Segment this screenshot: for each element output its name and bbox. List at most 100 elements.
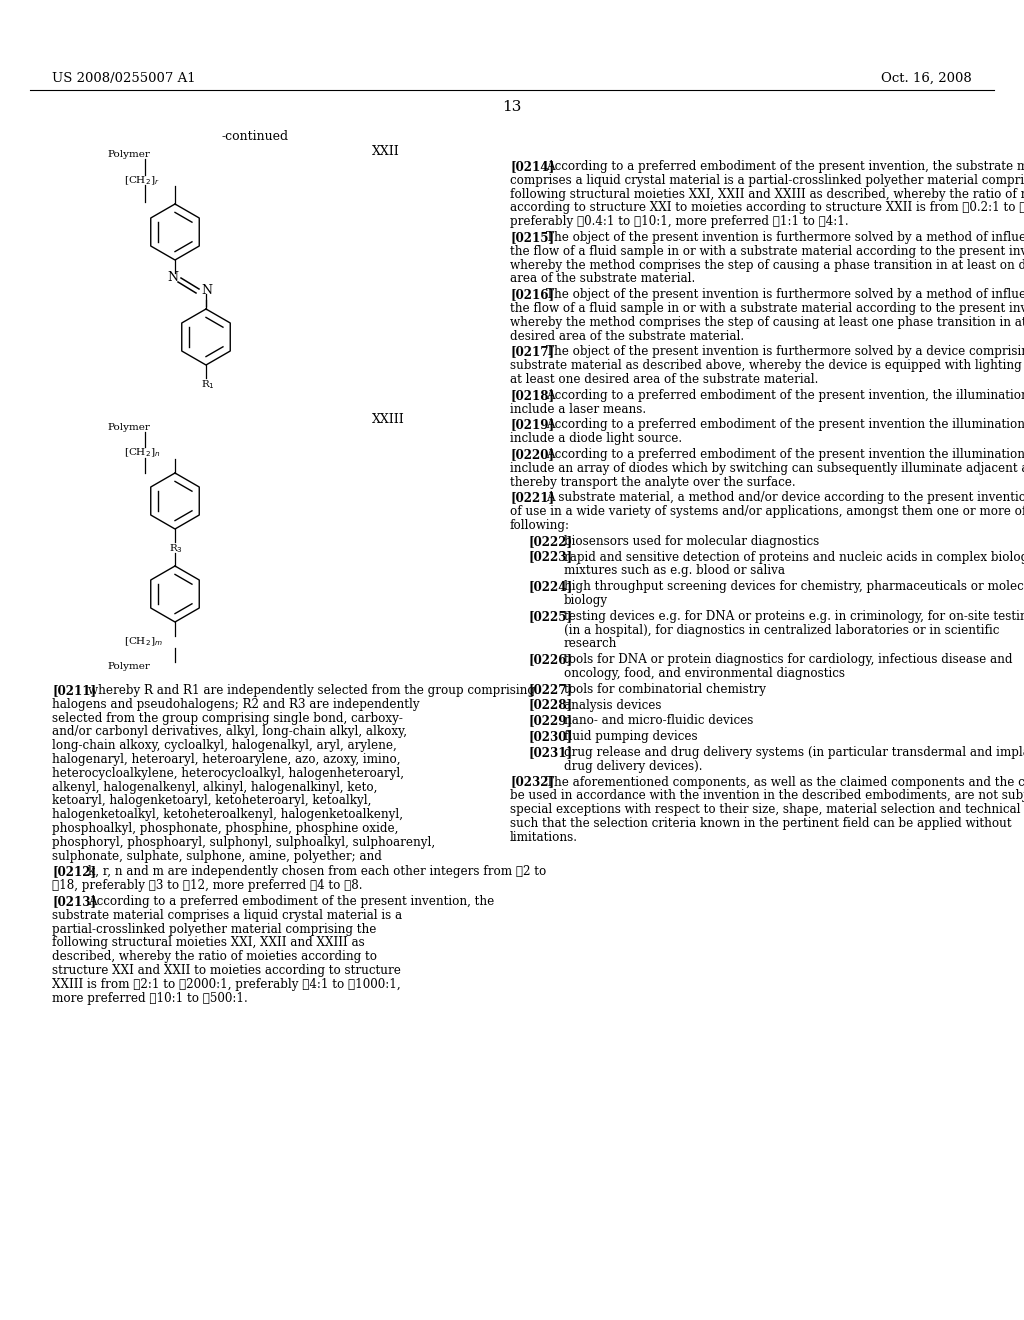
Text: rapid and sensitive detection of proteins and nucleic acids in complex biologica: rapid and sensitive detection of protein… <box>564 550 1024 564</box>
Text: and/or carbonyl derivatives, alkyl, long-chain alkyl, alkoxy,: and/or carbonyl derivatives, alkyl, long… <box>52 726 407 738</box>
Text: limitations.: limitations. <box>510 830 578 843</box>
Text: oncology, food, and environmental diagnostics: oncology, food, and environmental diagno… <box>564 667 845 680</box>
Text: [0219]: [0219] <box>510 418 554 432</box>
Text: [0221]: [0221] <box>510 491 554 504</box>
Text: [0232]: [0232] <box>510 776 554 788</box>
Text: Oct. 16, 2008: Oct. 16, 2008 <box>882 73 972 84</box>
Text: partial-crosslinked polyether material comprising the: partial-crosslinked polyether material c… <box>52 923 377 936</box>
Text: According to a preferred embodiment of the present invention the illumination me: According to a preferred embodiment of t… <box>546 447 1024 461</box>
Text: R$_3$: R$_3$ <box>169 543 183 554</box>
Text: Polymer: Polymer <box>106 150 150 158</box>
Text: ketoaryl, halogenketoaryl, ketoheteroaryl, ketoalkyl,: ketoaryl, halogenketoaryl, ketoheteroary… <box>52 795 372 808</box>
Text: [CH$_2$]$_m$: [CH$_2$]$_m$ <box>124 635 163 648</box>
Text: area of the substrate material.: area of the substrate material. <box>510 272 695 285</box>
Text: XXIII is from ≧2:1 to ≦2000:1, preferably ≧4:1 to ≦1000:1,: XXIII is from ≧2:1 to ≦2000:1, preferabl… <box>52 978 400 991</box>
Text: analysis devices: analysis devices <box>564 698 662 711</box>
Text: high throughput screening devices for chemistry, pharmaceuticals or molecular: high throughput screening devices for ch… <box>564 581 1024 593</box>
Text: [CH$_2$]$_n$: [CH$_2$]$_n$ <box>124 446 161 458</box>
Text: biosensors used for molecular diagnostics: biosensors used for molecular diagnostic… <box>564 535 819 548</box>
Text: tools for combinatorial chemistry: tools for combinatorial chemistry <box>564 682 766 696</box>
Text: phosphoalkyl, phosphonate, phosphine, phosphine oxide,: phosphoalkyl, phosphonate, phosphine, ph… <box>52 822 398 836</box>
Text: the flow of a fluid sample in or with a substrate material according to the pres: the flow of a fluid sample in or with a … <box>510 302 1024 315</box>
Text: biology: biology <box>564 594 608 607</box>
Text: [0222]: [0222] <box>528 535 572 548</box>
Text: more preferred ≧10:1 to ≦500:1.: more preferred ≧10:1 to ≦500:1. <box>52 991 248 1005</box>
Text: [0220]: [0220] <box>510 447 554 461</box>
Text: (in a hospital), for diagnostics in centralized laboratories or in scientific: (in a hospital), for diagnostics in cent… <box>564 623 999 636</box>
Text: The object of the present invention is furthermore solved by a device comprising: The object of the present invention is f… <box>546 346 1024 359</box>
Text: [0214]: [0214] <box>510 160 554 173</box>
Text: halogenaryl, heteroaryl, heteroarylene, azo, azoxy, imino,: halogenaryl, heteroaryl, heteroarylene, … <box>52 752 400 766</box>
Text: include a diode light source.: include a diode light source. <box>510 432 682 445</box>
Text: of use in a wide variety of systems and/or applications, amongst them one or mor: of use in a wide variety of systems and/… <box>510 506 1024 519</box>
Text: whereby the method comprises the step of causing a phase transition in at least : whereby the method comprises the step of… <box>510 259 1024 272</box>
Text: preferably ≧0.4:1 to ≦10:1, more preferred ≧1:1 to ≦4:1.: preferably ≧0.4:1 to ≦10:1, more preferr… <box>510 215 849 228</box>
Text: at least one desired area of the substrate material.: at least one desired area of the substra… <box>510 374 818 385</box>
Text: phosphoryl, phosphoaryl, sulphonyl, sulphoalkyl, sulphoarenyl,: phosphoryl, phosphoaryl, sulphonyl, sulp… <box>52 836 435 849</box>
Text: substrate material as described above, whereby the device is equipped with light: substrate material as described above, w… <box>510 359 1024 372</box>
Text: -continued: -continued <box>222 129 289 143</box>
Text: [0211]: [0211] <box>52 684 96 697</box>
Text: Polymer: Polymer <box>106 663 150 671</box>
Text: whereby the method comprises the step of causing at least one phase transition i: whereby the method comprises the step of… <box>510 315 1024 329</box>
Text: according to structure XXI to moieties according to structure XXII is from ≧0.2:: according to structure XXI to moieties a… <box>510 202 1024 214</box>
Text: alkenyl, halogenalkenyl, alkinyl, halogenalkinyl, keto,: alkenyl, halogenalkenyl, alkinyl, haloge… <box>52 780 378 793</box>
Text: following:: following: <box>510 519 570 532</box>
Text: XXII: XXII <box>372 145 399 158</box>
Text: fluid pumping devices: fluid pumping devices <box>564 730 697 743</box>
Text: N: N <box>201 284 212 297</box>
Text: such that the selection criteria known in the pertinent field can be applied wit: such that the selection criteria known i… <box>510 817 1012 830</box>
Text: following structural moieties XXI, XXII and XXIII as: following structural moieties XXI, XXII … <box>52 936 365 949</box>
Text: be used in accordance with the invention in the described embodiments, are not s: be used in accordance with the invention… <box>510 789 1024 803</box>
Text: According to a preferred embodiment of the present invention, the substrate mate: According to a preferred embodiment of t… <box>546 160 1024 173</box>
Text: According to a preferred embodiment of the present invention, the: According to a preferred embodiment of t… <box>88 895 495 908</box>
Text: [0226]: [0226] <box>528 653 572 667</box>
Text: halogenketoalkyl, ketoheteroalkenyl, halogenketoalkenyl,: halogenketoalkyl, ketoheteroalkenyl, hal… <box>52 808 403 821</box>
Text: substrate material comprises a liquid crystal material is a: substrate material comprises a liquid cr… <box>52 908 402 921</box>
Text: special exceptions with respect to their size, shape, material selection and tec: special exceptions with respect to their… <box>510 803 1024 816</box>
Text: tools for DNA or protein diagnostics for cardiology, infectious disease and: tools for DNA or protein diagnostics for… <box>564 653 1013 667</box>
Text: structure XXI and XXII to moieties according to structure: structure XXI and XXII to moieties accor… <box>52 964 400 977</box>
Text: 13: 13 <box>503 100 521 114</box>
Text: The object of the present invention is furthermore solved by a method of influen: The object of the present invention is f… <box>546 288 1024 301</box>
Text: Polymer: Polymer <box>106 422 150 432</box>
Text: The aforementioned components, as well as the claimed components and the compone: The aforementioned components, as well a… <box>546 776 1024 788</box>
Text: [0228]: [0228] <box>528 698 572 711</box>
Text: According to a preferred embodiment of the present invention, the illumination m: According to a preferred embodiment of t… <box>546 389 1024 401</box>
Text: sulphonate, sulphate, sulphone, amine, polyether; and: sulphonate, sulphate, sulphone, amine, p… <box>52 850 382 862</box>
Text: [0215]: [0215] <box>510 231 554 244</box>
Text: selected from the group comprising single bond, carboxy-: selected from the group comprising singl… <box>52 711 402 725</box>
Text: [0230]: [0230] <box>528 730 572 743</box>
Text: following structural moieties XXI, XXII and XXIII as described, whereby the rati: following structural moieties XXI, XXII … <box>510 187 1024 201</box>
Text: [0212]: [0212] <box>52 866 96 878</box>
Text: [0231]: [0231] <box>528 746 572 759</box>
Text: R$_1$: R$_1$ <box>201 378 215 391</box>
Text: comprises a liquid crystal material is a partial-crosslinked polyether material : comprises a liquid crystal material is a… <box>510 174 1024 187</box>
Text: [0227]: [0227] <box>528 682 572 696</box>
Text: [0218]: [0218] <box>510 389 554 401</box>
Text: long-chain alkoxy, cycloalkyl, halogenalkyl, aryl, arylene,: long-chain alkoxy, cycloalkyl, halogenal… <box>52 739 396 752</box>
Text: [0224]: [0224] <box>528 581 572 593</box>
Text: drug release and drug delivery systems (in particular transdermal and implantabl: drug release and drug delivery systems (… <box>564 746 1024 759</box>
Text: include a laser means.: include a laser means. <box>510 403 646 416</box>
Text: k, r, n and m are independently chosen from each other integers from ≧2 to: k, r, n and m are independently chosen f… <box>88 866 546 878</box>
Text: drug delivery devices).: drug delivery devices). <box>564 760 702 772</box>
Text: [CH$_2$]$_r$: [CH$_2$]$_r$ <box>124 174 160 186</box>
Text: [0223]: [0223] <box>528 550 572 564</box>
Text: halogens and pseudohalogens; R2 and R3 are independently: halogens and pseudohalogens; R2 and R3 a… <box>52 698 420 710</box>
Text: testing devices e.g. for DNA or proteins e.g. in criminology, for on-site testin: testing devices e.g. for DNA or proteins… <box>564 610 1024 623</box>
Text: ≦18, preferably ≧3 to ≦12, more preferred ≧4 to ≦8.: ≦18, preferably ≧3 to ≦12, more preferre… <box>52 879 362 892</box>
Text: include an array of diodes which by switching can subsequently illuminate adjace: include an array of diodes which by swit… <box>510 462 1024 475</box>
Text: According to a preferred embodiment of the present invention the illumination me: According to a preferred embodiment of t… <box>546 418 1024 432</box>
Text: the flow of a fluid sample in or with a substrate material according to the pres: the flow of a fluid sample in or with a … <box>510 244 1024 257</box>
Text: heterocycloalkylene, heterocycloalkyl, halogenheteroaryl,: heterocycloalkylene, heterocycloalkyl, h… <box>52 767 404 780</box>
Text: [0225]: [0225] <box>528 610 572 623</box>
Text: described, whereby the ratio of moieties according to: described, whereby the ratio of moieties… <box>52 950 377 964</box>
Text: N: N <box>167 271 178 284</box>
Text: desired area of the substrate material.: desired area of the substrate material. <box>510 330 744 343</box>
Text: mixtures such as e.g. blood or saliva: mixtures such as e.g. blood or saliva <box>564 565 785 577</box>
Text: whereby R and R1 are independently selected from the group comprising: whereby R and R1 are independently selec… <box>88 684 535 697</box>
Text: A substrate material, a method and/or device according to the present invention : A substrate material, a method and/or de… <box>546 491 1024 504</box>
Text: thereby transport the analyte over the surface.: thereby transport the analyte over the s… <box>510 475 796 488</box>
Text: XXIII: XXIII <box>372 413 404 426</box>
